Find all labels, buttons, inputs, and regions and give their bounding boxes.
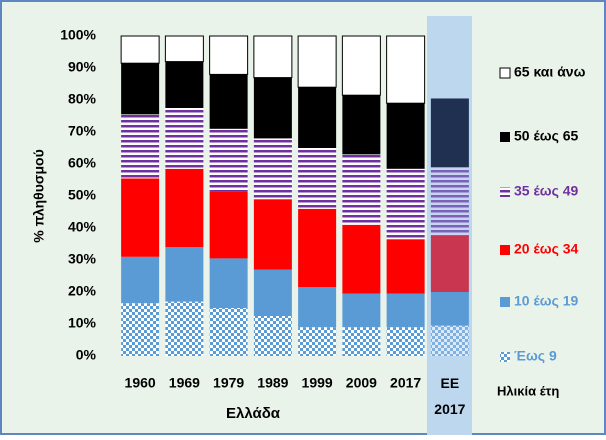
legend-label: 20 έως 34 xyxy=(514,241,579,257)
bar-segment xyxy=(298,208,337,288)
bar-segment xyxy=(165,247,204,302)
bar-segment xyxy=(165,301,204,356)
bar-segment xyxy=(342,293,381,328)
legend-label: 35 έως 49 xyxy=(514,183,579,199)
legend-marker xyxy=(500,245,510,255)
y-tick-label: 50% xyxy=(68,187,97,203)
legend-label: 10 έως 19 xyxy=(514,293,579,309)
y-tick-label: 60% xyxy=(68,155,97,171)
bar-segment xyxy=(430,325,469,356)
x-tick-label: 1999 xyxy=(302,375,333,391)
y-tick-label: 70% xyxy=(68,123,97,139)
x-tick-label: 2017 xyxy=(390,375,421,391)
bar-segment xyxy=(386,35,426,104)
bar-segment xyxy=(165,168,204,248)
bar-segment xyxy=(430,167,469,236)
bar-segment xyxy=(253,77,292,139)
bar-segment xyxy=(342,95,381,155)
x-tick-label: 1969 xyxy=(169,375,200,391)
y-tick-label: 80% xyxy=(68,91,97,107)
bar-segment xyxy=(342,224,381,294)
bar-segment xyxy=(253,35,293,79)
bar-segment xyxy=(209,74,248,129)
legend-marker xyxy=(500,132,510,142)
bar-segment xyxy=(386,168,425,240)
bar-segment xyxy=(165,61,204,108)
bar-segment xyxy=(120,35,160,64)
legend-marker xyxy=(500,352,510,362)
x-tick-label: 2009 xyxy=(346,375,377,391)
bar-segment xyxy=(209,35,249,75)
x-tick-label: 1989 xyxy=(257,375,288,391)
legend-marker xyxy=(499,67,511,79)
bar-segment xyxy=(298,148,337,209)
bar-segment xyxy=(341,35,381,96)
bar-segment xyxy=(298,87,337,148)
bar-segment xyxy=(386,239,425,294)
bar-segment xyxy=(430,98,469,168)
legend-marker xyxy=(500,187,510,197)
bar-segment xyxy=(298,287,337,328)
x-tick-label: 1960 xyxy=(125,375,156,391)
legend-label: 50 έως 65 xyxy=(514,128,579,144)
bar-segment xyxy=(430,236,469,292)
bar-segment xyxy=(342,327,381,356)
legend-title: Ηλικία έτη xyxy=(497,383,559,398)
y-tick-label: 0% xyxy=(76,347,97,363)
bar-segment xyxy=(430,36,469,99)
bar-segment xyxy=(209,191,248,259)
bar-segment xyxy=(165,108,204,169)
y-tick-label: 100% xyxy=(60,27,96,43)
bar-segment xyxy=(121,178,160,257)
bar-segment xyxy=(386,103,425,169)
bar-segment xyxy=(209,308,248,356)
bar-segment xyxy=(253,269,292,316)
bar-segment xyxy=(121,256,160,304)
x-tick-label-line: EE xyxy=(441,375,460,391)
bar-segment xyxy=(209,128,248,192)
x-axis-label: Ελλάδα xyxy=(226,405,281,422)
y-tick-label: 90% xyxy=(68,59,97,75)
legend-label: 65 και άνω xyxy=(514,64,586,80)
y-tick-label: 40% xyxy=(68,219,97,235)
x-tick-label-line: 2017 xyxy=(434,401,465,417)
bar-segment xyxy=(386,293,425,328)
bar-segment xyxy=(430,292,469,326)
bar-segment xyxy=(298,327,337,356)
bar-segment xyxy=(121,114,160,179)
x-tick-label: 1979 xyxy=(213,375,244,391)
bar-segment xyxy=(209,258,248,308)
bar-segment xyxy=(386,327,425,356)
bar-segment xyxy=(253,138,292,200)
x-tick-label: EE 2017 xyxy=(434,375,465,417)
bar-segment xyxy=(297,35,337,88)
bar-segment xyxy=(121,303,160,356)
y-tick-label: 10% xyxy=(68,315,97,331)
y-axis-label: % πληθυσμού xyxy=(31,149,47,242)
bar-segment xyxy=(253,199,292,270)
bar-segment xyxy=(342,154,381,225)
bar-segment xyxy=(253,316,292,356)
bar-segment xyxy=(164,35,204,63)
legend-marker xyxy=(500,297,510,307)
y-tick-label: 20% xyxy=(68,283,97,299)
bar-segment xyxy=(121,63,160,115)
legend-label: Έως 9 xyxy=(514,348,557,364)
y-tick-label: 30% xyxy=(68,251,97,267)
